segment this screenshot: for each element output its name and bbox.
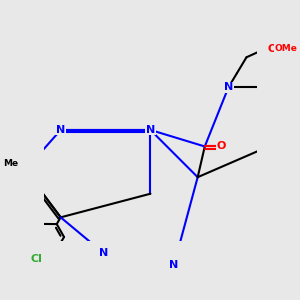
Text: O: O: [268, 44, 278, 54]
Text: O: O: [216, 142, 226, 152]
Text: N: N: [169, 260, 179, 270]
Text: N: N: [56, 125, 65, 135]
Text: N: N: [224, 82, 233, 92]
Text: N: N: [99, 248, 108, 258]
Text: Me: Me: [4, 158, 19, 167]
Text: Cl: Cl: [30, 254, 42, 264]
Text: OMe: OMe: [274, 44, 297, 53]
Text: N: N: [146, 125, 155, 135]
